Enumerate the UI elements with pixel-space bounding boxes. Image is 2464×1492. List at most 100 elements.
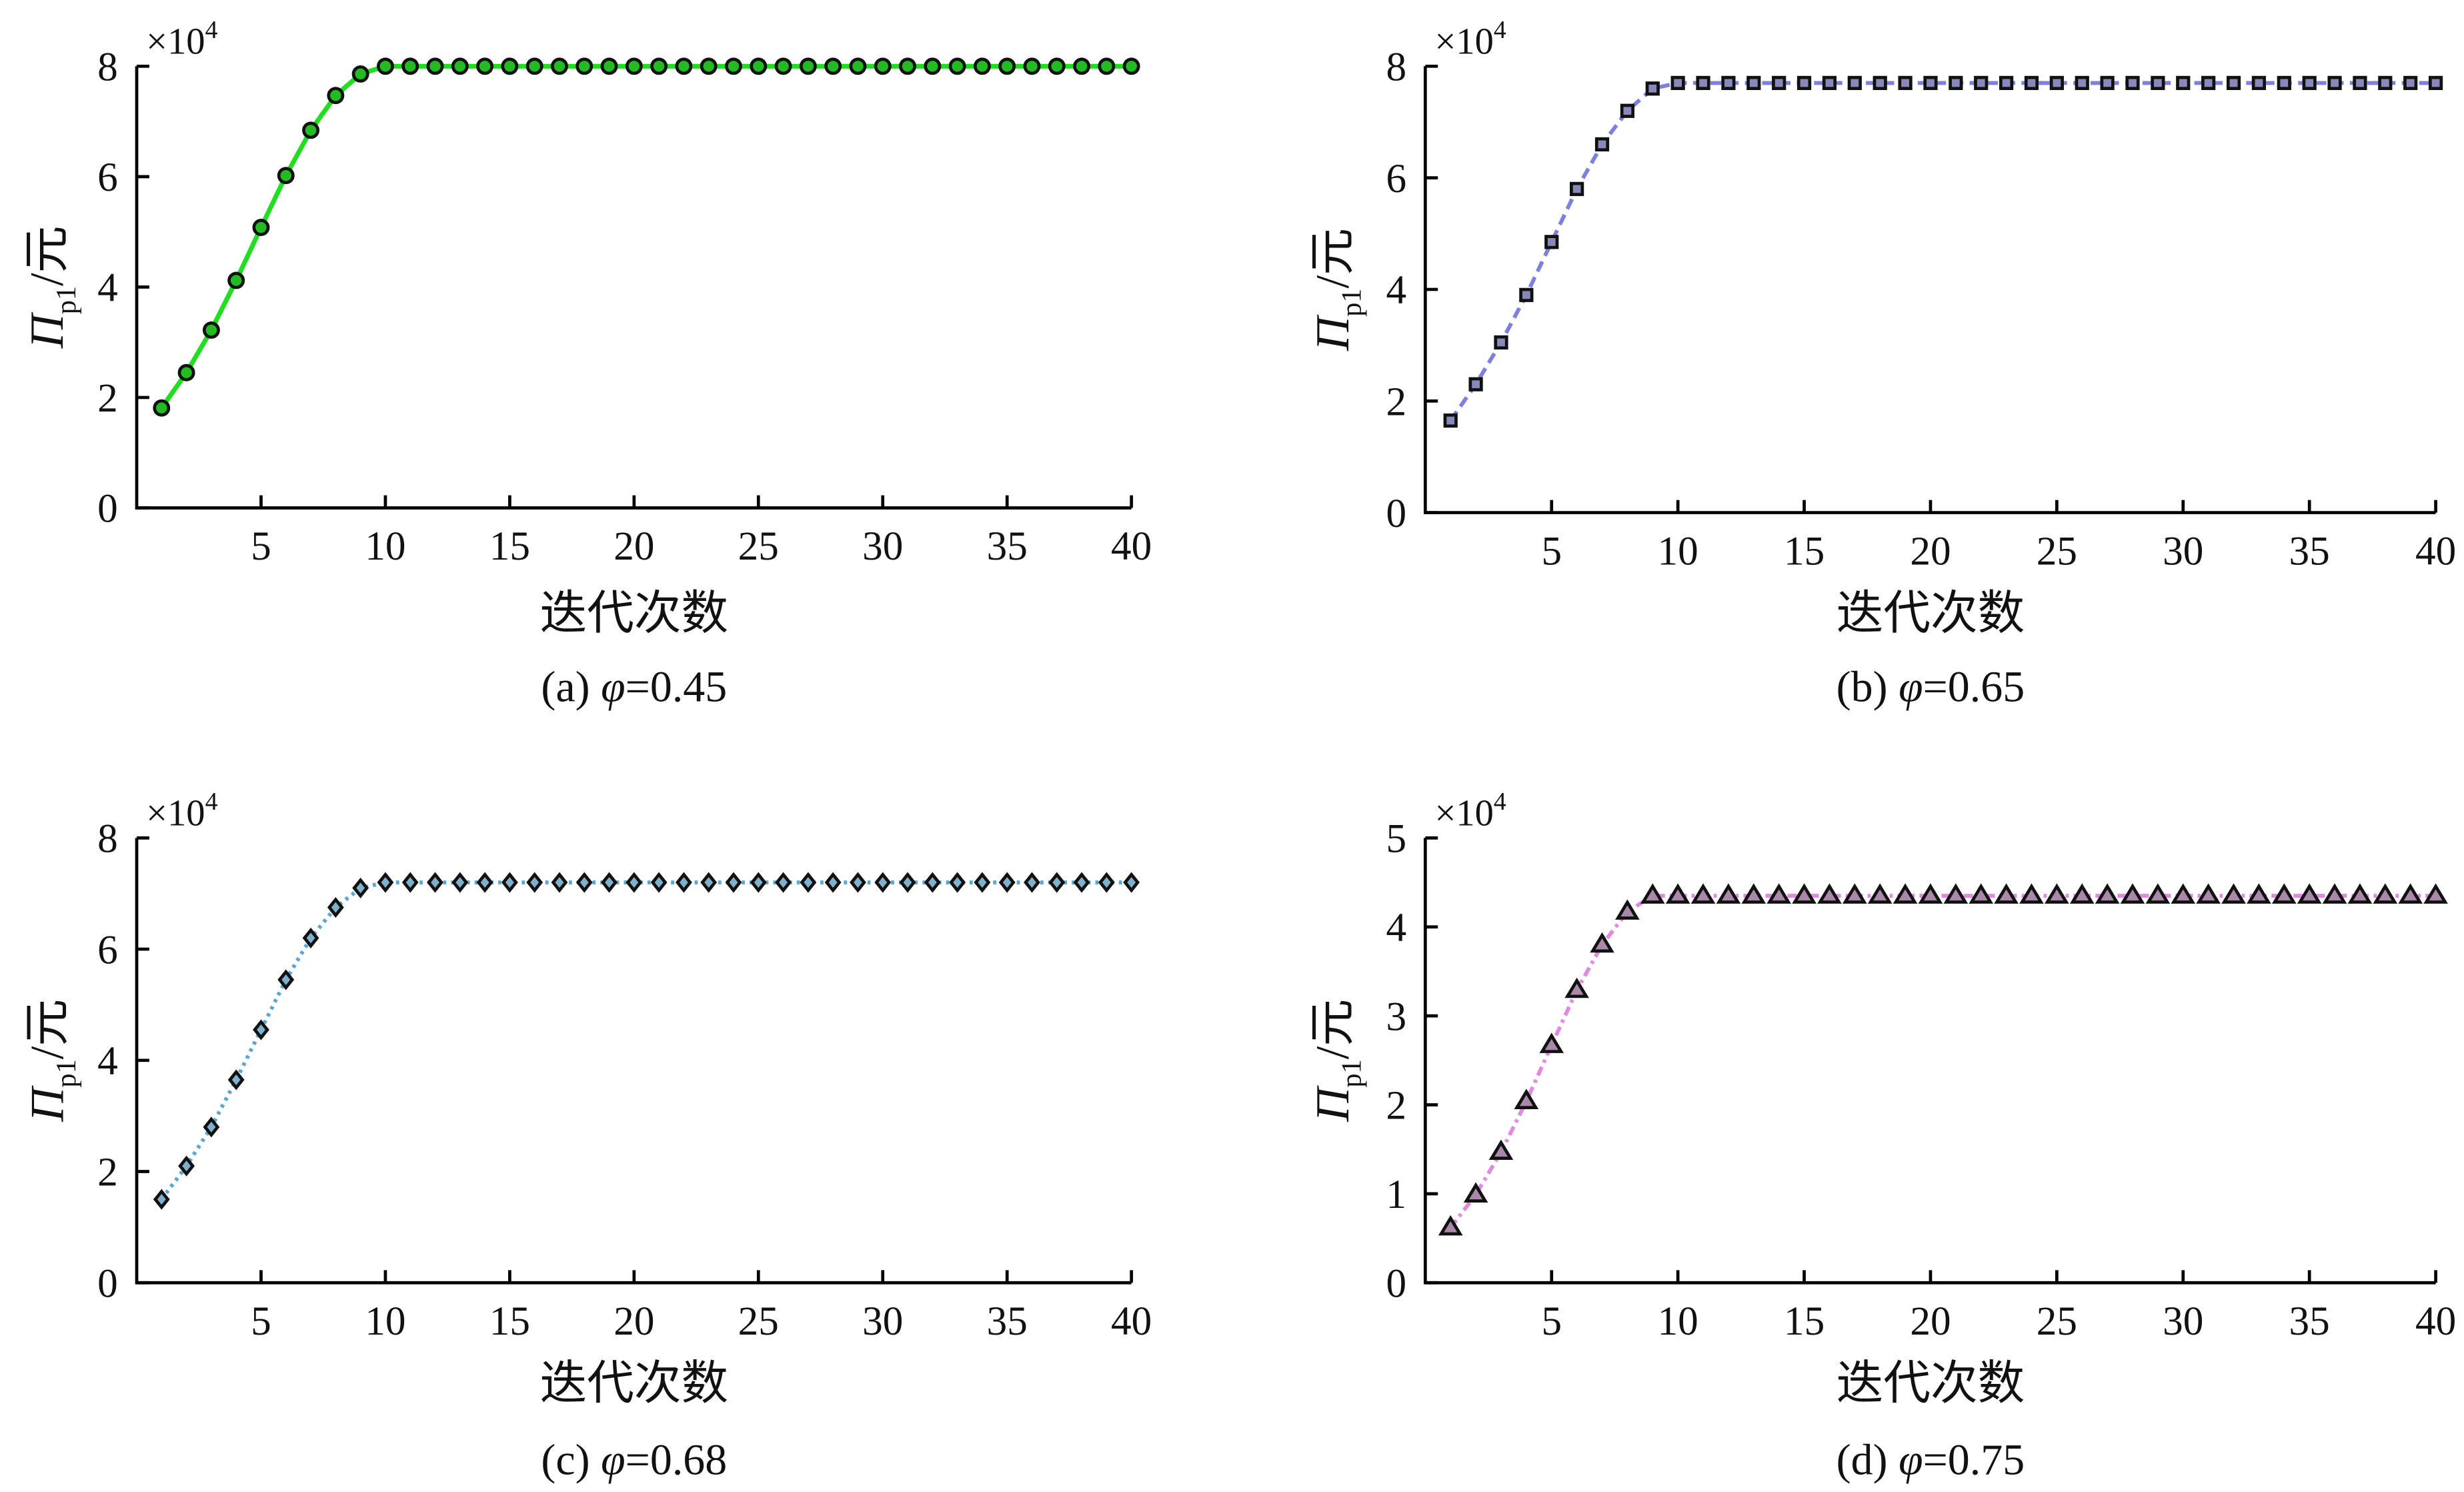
y-tick-label: 8: [97, 45, 118, 90]
data-point: [1994, 883, 2019, 904]
x-tick-label: 30: [2163, 1299, 2203, 1344]
data-point: [1670, 75, 1685, 91]
caption-prefix: (d): [1836, 1436, 1899, 1485]
data-point: [2019, 883, 2044, 904]
y-label-unit: /元: [1307, 228, 1359, 288]
data-point: [1024, 872, 1040, 893]
data-point: [1564, 977, 1589, 998]
data-point: [153, 1189, 170, 1210]
data-point: [1772, 75, 1786, 91]
x-tick-label: 15: [1784, 1299, 1824, 1344]
data-point: [725, 57, 742, 75]
data-point: [2251, 75, 2267, 91]
data-point: [1817, 883, 1842, 904]
axis-multiplier: ×104: [146, 16, 217, 63]
x-tick-label: 15: [489, 1299, 530, 1344]
y-tick-label: 5: [1386, 816, 1406, 862]
data-point: [501, 872, 518, 893]
y-label-unit: /元: [21, 999, 73, 1059]
data-point: [2024, 75, 2039, 91]
data-point: [401, 57, 419, 75]
data-point: [750, 57, 768, 75]
data-point: [1073, 872, 1090, 893]
y-tick-label: 6: [1386, 156, 1406, 201]
series-line: [1448, 81, 2436, 422]
multiplier-base: ×10: [146, 21, 205, 62]
data-point: [1792, 883, 1816, 904]
x-tick-label: 25: [2037, 1299, 2077, 1344]
data-point: [2277, 75, 2291, 91]
data-point: [2353, 75, 2367, 91]
data-point: [1620, 103, 1635, 118]
x-tick-label: 5: [251, 1299, 271, 1344]
data-point: [426, 57, 444, 75]
data-point: [401, 872, 419, 893]
data-point: [1873, 75, 1887, 91]
x-tick-label: 25: [738, 1299, 779, 1344]
x-tick-label: 35: [987, 1299, 1028, 1344]
x-tick-label: 35: [2289, 1299, 2330, 1344]
multiplier-base: ×10: [1434, 21, 1493, 62]
data-point: [551, 872, 568, 893]
data-point: [1615, 899, 1640, 920]
axis-multiplier: ×104: [1434, 16, 1506, 63]
x-axis-label: 迭代次数: [1836, 588, 2025, 640]
y-axis-label: Πp1/元: [21, 999, 82, 1123]
x-tick-label: 10: [1658, 1299, 1698, 1344]
data-point: [1690, 883, 1716, 904]
data-point: [2428, 75, 2443, 91]
axes: [1423, 838, 2436, 1285]
caption-symbol: φ: [1899, 1436, 1923, 1485]
x-tick-label: 25: [2037, 528, 2077, 574]
data-point: [1716, 883, 1741, 904]
multiplier-exponent: 4: [205, 788, 218, 816]
x-tick-label: 20: [1910, 1299, 1951, 1344]
data-point: [1023, 57, 1041, 75]
data-point: [675, 57, 693, 75]
y-label-sub: p1: [51, 1059, 82, 1087]
data-point: [1468, 377, 1483, 392]
data-point: [948, 57, 966, 75]
axes: [135, 838, 1132, 1285]
data-point: [253, 1019, 269, 1040]
data-point: [1665, 883, 1690, 904]
series-line: [159, 880, 1132, 1201]
data-point: [899, 872, 916, 893]
data-point: [2049, 75, 2064, 91]
data-point: [1098, 872, 1115, 893]
data-point: [202, 321, 220, 339]
data-point: [998, 872, 1016, 893]
caption-prefix: (a): [541, 662, 601, 711]
data-point: [1766, 883, 1791, 904]
data-point: [973, 57, 991, 75]
data-point: [774, 57, 792, 75]
caption-symbol: φ: [601, 662, 626, 711]
axis-multiplier: ×104: [1434, 788, 1506, 834]
x-tick-label: 20: [613, 524, 654, 569]
data-point: [153, 399, 171, 417]
data-point: [302, 121, 320, 139]
data-point: [1544, 235, 1559, 249]
subplot-caption: (d) φ=0.75: [1836, 1436, 2025, 1485]
data-point: [824, 872, 842, 893]
data-point: [626, 872, 643, 893]
y-tick-label: 6: [97, 927, 118, 972]
x-tick-label: 20: [613, 1299, 654, 1344]
data-point: [1048, 872, 1066, 893]
data-point: [1122, 57, 1140, 75]
data-point: [2100, 75, 2115, 91]
data-point: [2403, 75, 2418, 91]
data-point: [2151, 75, 2165, 91]
data-point: [2398, 883, 2423, 904]
data-point: [2221, 883, 2246, 904]
data-point: [277, 167, 295, 185]
data-point: [1741, 883, 1766, 904]
data-point: [575, 57, 593, 75]
data-point: [2176, 75, 2191, 91]
data-point: [2247, 883, 2271, 904]
data-point: [1696, 75, 1710, 91]
data-point: [874, 872, 892, 893]
multiplier-exponent: 4: [1494, 788, 1506, 816]
